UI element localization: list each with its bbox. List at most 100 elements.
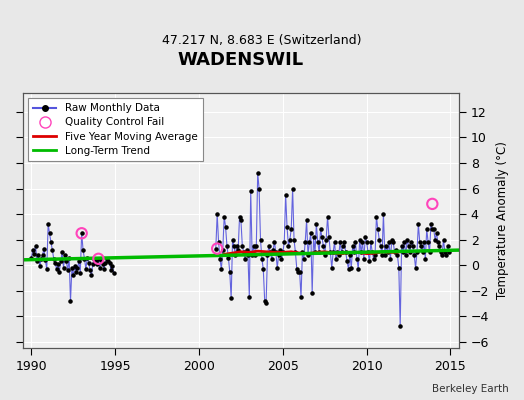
Point — [336, 239, 344, 245]
Point — [267, 256, 276, 262]
Point — [227, 295, 235, 302]
Point — [393, 252, 401, 258]
Point — [321, 252, 329, 258]
Point — [76, 270, 84, 276]
Point — [231, 252, 239, 258]
Point — [365, 258, 374, 264]
Point — [439, 236, 447, 243]
Point — [305, 239, 313, 245]
Point — [217, 266, 225, 272]
Point — [239, 249, 248, 256]
Point — [350, 249, 358, 256]
Point — [298, 249, 307, 256]
Point — [225, 268, 234, 275]
Point — [245, 294, 254, 300]
Point — [214, 239, 223, 245]
Y-axis label: Temperature Anomaly (°C): Temperature Anomaly (°C) — [496, 142, 509, 300]
Point — [307, 230, 315, 236]
Point — [78, 230, 86, 236]
Point — [428, 201, 436, 207]
Point — [262, 300, 270, 307]
Point — [258, 256, 266, 262]
Point — [73, 264, 82, 271]
Point — [304, 252, 312, 258]
Point — [71, 263, 79, 270]
Point — [75, 258, 83, 264]
Point — [357, 249, 365, 256]
Point — [275, 252, 283, 258]
Point — [281, 192, 290, 198]
Point — [90, 256, 99, 262]
Point — [416, 239, 424, 245]
Point — [390, 249, 399, 256]
Point — [249, 243, 258, 249]
Point — [55, 268, 63, 275]
Point — [442, 252, 451, 258]
Point — [252, 243, 260, 249]
Point — [351, 239, 359, 245]
Point — [432, 230, 441, 236]
Point — [99, 261, 107, 267]
Point — [399, 249, 407, 256]
Point — [223, 243, 231, 249]
Point — [378, 252, 386, 258]
Point — [279, 249, 287, 256]
Point — [235, 214, 244, 220]
Point — [255, 185, 263, 192]
Point — [37, 256, 46, 262]
Point — [237, 217, 245, 224]
Point — [38, 252, 47, 258]
Point — [348, 243, 357, 249]
Point — [301, 239, 309, 245]
Point — [212, 245, 220, 252]
Point — [347, 264, 355, 271]
Point — [438, 252, 446, 258]
Point — [260, 298, 269, 304]
Point — [363, 239, 371, 245]
Point — [97, 257, 105, 263]
Point — [61, 252, 69, 258]
Point — [65, 254, 73, 261]
Point — [409, 243, 417, 249]
Point — [51, 260, 59, 266]
Point — [385, 239, 393, 245]
Point — [376, 243, 385, 249]
Point — [277, 256, 286, 262]
Point — [382, 243, 390, 249]
Point — [100, 266, 108, 272]
Point — [328, 264, 336, 271]
Point — [309, 234, 318, 240]
Point — [263, 252, 271, 258]
Point — [233, 243, 241, 249]
Point — [420, 239, 428, 245]
Point — [105, 260, 114, 266]
Point — [389, 239, 397, 245]
Point — [48, 247, 57, 253]
Point — [265, 243, 273, 249]
Point — [410, 252, 418, 258]
Point — [42, 266, 51, 272]
Point — [50, 256, 58, 262]
Point — [54, 261, 62, 267]
Point — [107, 267, 115, 274]
Point — [339, 243, 347, 249]
Point — [63, 267, 72, 274]
Point — [69, 272, 78, 279]
Point — [308, 290, 316, 296]
Point — [52, 266, 61, 272]
Point — [287, 226, 296, 233]
Point — [224, 254, 233, 261]
Point — [58, 249, 67, 256]
Point — [86, 267, 94, 274]
Point — [311, 249, 319, 256]
Point — [276, 247, 284, 253]
Point — [256, 236, 265, 243]
Point — [342, 249, 350, 256]
Point — [213, 245, 221, 252]
Point — [67, 298, 75, 304]
Point — [44, 221, 52, 228]
Point — [94, 256, 103, 262]
Point — [343, 258, 351, 264]
Point — [421, 256, 430, 262]
Point — [96, 264, 104, 271]
